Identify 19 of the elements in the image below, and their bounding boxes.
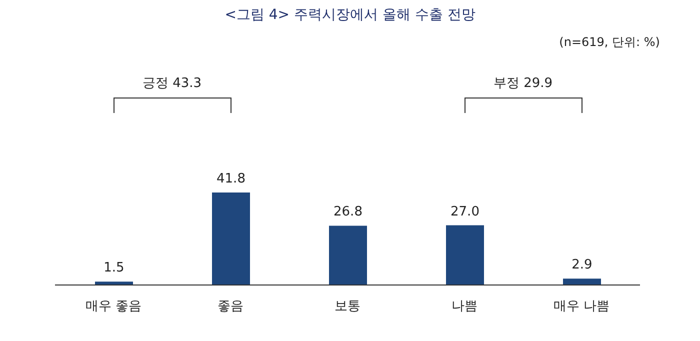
bar <box>446 225 484 285</box>
x-tick-label: 좋음 <box>218 299 244 314</box>
bar <box>563 278 601 285</box>
data-label: 26.8 <box>334 204 362 220</box>
text: (n=619, 단위: %) <box>559 34 660 51</box>
x-tick-label: 나쁨 <box>452 299 478 314</box>
data-label: 1.5 <box>104 260 124 276</box>
data-label: 41.8 <box>216 172 246 186</box>
text: 긍정 43.3 <box>141 75 203 92</box>
x-tick-label: 매우 나쁨 <box>553 299 610 314</box>
data-label: 2.9 <box>572 258 592 273</box>
chart-title: <그림 4> 주력시장에서 올해 수출 전망 <box>224 6 476 24</box>
x-tick-label: 보통 <box>334 299 360 314</box>
x-tick-label: 매우 좋음 <box>85 299 142 314</box>
text: 부정 29.9 <box>492 75 554 92</box>
bar <box>95 282 133 285</box>
bar <box>329 226 367 285</box>
bar <box>212 192 250 285</box>
data-label: 27.0 <box>450 204 480 220</box>
